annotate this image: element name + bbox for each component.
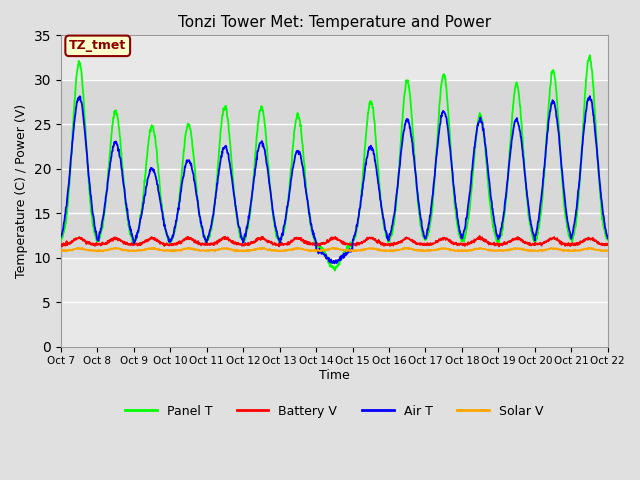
Air T bbox=[586, 93, 594, 99]
Battery V bbox=[275, 243, 283, 249]
Line: Battery V: Battery V bbox=[61, 236, 608, 246]
Text: TZ_tmet: TZ_tmet bbox=[69, 39, 126, 52]
Solar V bbox=[57, 248, 65, 253]
Line: Solar V: Solar V bbox=[61, 248, 608, 252]
Air T bbox=[540, 176, 547, 182]
Battery V bbox=[165, 243, 173, 249]
Solar V bbox=[604, 247, 612, 253]
Air T bbox=[331, 261, 339, 266]
Battery V bbox=[492, 241, 499, 247]
Panel T bbox=[604, 237, 612, 242]
Panel T bbox=[179, 162, 186, 168]
Battery V bbox=[540, 240, 547, 246]
Line: Panel T: Panel T bbox=[61, 55, 608, 271]
X-axis label: Time: Time bbox=[319, 369, 349, 382]
Battery V bbox=[604, 242, 612, 248]
Battery V bbox=[179, 238, 186, 244]
Solar V bbox=[420, 248, 428, 253]
Air T bbox=[179, 177, 186, 183]
Solar V bbox=[540, 248, 547, 253]
Solar V bbox=[170, 249, 177, 254]
Air T bbox=[57, 234, 65, 240]
Panel T bbox=[240, 239, 248, 245]
Air T bbox=[491, 222, 499, 228]
Air T bbox=[420, 229, 428, 235]
Bar bbox=[61, 80, 608, 258]
Line: Air T: Air T bbox=[61, 96, 608, 264]
Air T bbox=[165, 237, 173, 242]
Solar V bbox=[492, 248, 499, 254]
Legend: Panel T, Battery V, Air T, Solar V: Panel T, Battery V, Air T, Solar V bbox=[120, 400, 548, 423]
Panel T bbox=[331, 268, 339, 274]
Battery V bbox=[476, 233, 483, 239]
Panel T bbox=[491, 231, 499, 237]
Solar V bbox=[259, 245, 266, 251]
Panel T bbox=[165, 240, 173, 246]
Solar V bbox=[240, 248, 248, 254]
Title: Tonzi Tower Met: Temperature and Power: Tonzi Tower Met: Temperature and Power bbox=[178, 15, 491, 30]
Air T bbox=[240, 236, 248, 241]
Solar V bbox=[179, 246, 187, 252]
Battery V bbox=[57, 243, 65, 249]
Panel T bbox=[57, 237, 65, 243]
Panel T bbox=[420, 234, 428, 240]
Air T bbox=[604, 235, 612, 241]
Panel T bbox=[586, 52, 594, 58]
Panel T bbox=[540, 184, 547, 190]
Solar V bbox=[165, 248, 173, 253]
Battery V bbox=[240, 243, 248, 249]
Y-axis label: Temperature (C) / Power (V): Temperature (C) / Power (V) bbox=[15, 104, 28, 278]
Battery V bbox=[420, 242, 428, 248]
